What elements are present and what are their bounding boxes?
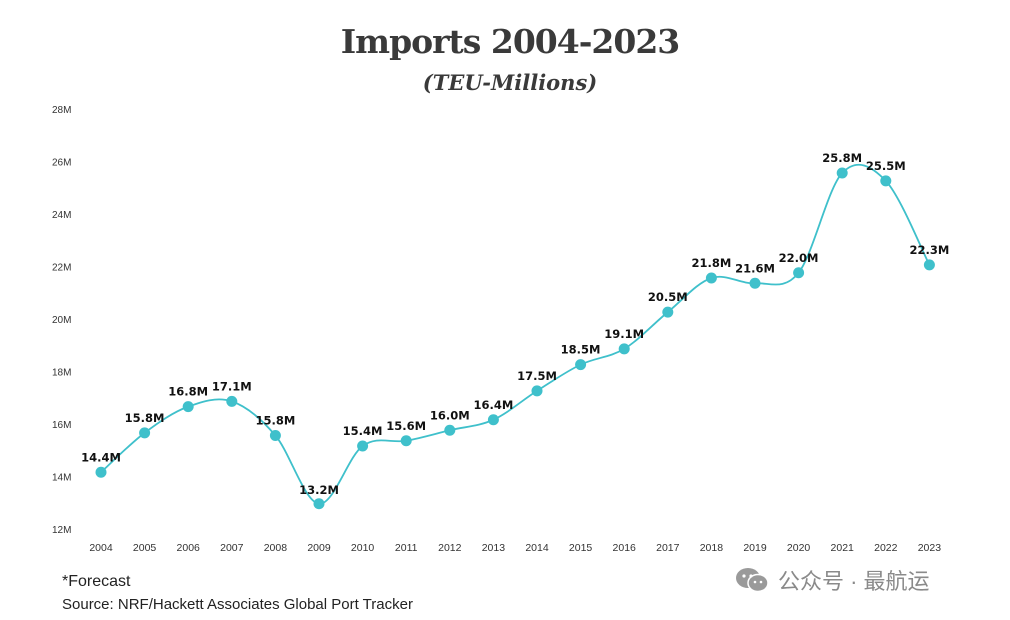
y-tick-label: 16M bbox=[52, 420, 71, 431]
x-tick-label: 2023 bbox=[918, 542, 942, 554]
x-tick-label: 2019 bbox=[743, 542, 767, 554]
data-label: 20.5M bbox=[648, 290, 688, 304]
x-tick-label: 2015 bbox=[569, 542, 593, 554]
chart-title: Imports 2004-2023 bbox=[340, 22, 681, 61]
data-label: 25.8M bbox=[822, 151, 862, 165]
data-point bbox=[357, 440, 369, 452]
data-point bbox=[793, 267, 805, 279]
chart-subtitle: (TEU-Millions) bbox=[422, 70, 598, 95]
data-point bbox=[531, 385, 543, 397]
data-point bbox=[923, 259, 935, 271]
y-tick-label: 14M bbox=[52, 473, 71, 484]
y-tick-label: 26M bbox=[52, 158, 71, 169]
data-point bbox=[618, 343, 630, 355]
data-point bbox=[269, 430, 281, 441]
data-label: 21.6M bbox=[735, 261, 775, 275]
forecast-footnote: *Forecast bbox=[62, 573, 131, 590]
data-label: 13.2M bbox=[299, 483, 339, 497]
data-point bbox=[444, 424, 456, 436]
x-tick-label: 2022 bbox=[874, 542, 898, 554]
data-point bbox=[749, 277, 761, 289]
data-label: 19.1M bbox=[604, 327, 644, 341]
x-tick-label: 2020 bbox=[787, 542, 811, 554]
watermark-text: 公众号 · 最航运 bbox=[778, 569, 930, 594]
x-tick-label: 2012 bbox=[438, 542, 462, 554]
data-point bbox=[880, 175, 892, 187]
data-label: 16.4M bbox=[473, 398, 513, 412]
x-tick-label: 2016 bbox=[613, 542, 637, 554]
data-point bbox=[313, 498, 325, 510]
data-label: 21.8M bbox=[691, 256, 731, 270]
x-tick-label: 2006 bbox=[177, 542, 201, 554]
data-label: 22.3M bbox=[909, 243, 949, 257]
source-note: Source: NRF/Hackett Associates Global Po… bbox=[62, 596, 413, 613]
data-point bbox=[95, 466, 107, 478]
x-tick-label: 2004 bbox=[89, 542, 113, 554]
x-tick-label: 2021 bbox=[831, 542, 855, 554]
x-tick-label: 2018 bbox=[700, 542, 724, 554]
data-point bbox=[836, 167, 848, 179]
data-point bbox=[575, 359, 587, 371]
data-label: 14.4M bbox=[81, 450, 121, 464]
data-point bbox=[487, 414, 499, 426]
x-tick-label: 2010 bbox=[351, 542, 375, 554]
data-label: 15.8M bbox=[255, 414, 295, 428]
data-label: 16.0M bbox=[430, 408, 470, 422]
data-point bbox=[705, 272, 717, 284]
data-label: 22.0M bbox=[779, 251, 819, 265]
y-tick-label: 22M bbox=[52, 263, 71, 274]
data-point bbox=[400, 435, 412, 447]
data-label: 15.8M bbox=[125, 411, 165, 425]
x-tick-label: 2009 bbox=[307, 542, 331, 554]
data-label: 15.4M bbox=[343, 424, 383, 438]
x-tick-label: 2017 bbox=[656, 542, 680, 554]
watermark: 公众号 · 最航运 bbox=[734, 564, 930, 596]
x-tick-label: 2013 bbox=[482, 542, 506, 554]
data-point bbox=[226, 395, 238, 407]
data-label: 16.8M bbox=[168, 385, 208, 399]
y-tick-label: 28M bbox=[52, 105, 71, 116]
data-label: 15.6M bbox=[386, 419, 426, 433]
x-tick-label: 2008 bbox=[264, 542, 288, 554]
x-tick-label: 2011 bbox=[395, 542, 418, 554]
y-tick-label: 18M bbox=[52, 368, 71, 379]
series-line bbox=[100, 163, 931, 505]
wechat-icon bbox=[736, 568, 769, 593]
x-tick-label: 2007 bbox=[220, 542, 244, 554]
data-label: 25.5M bbox=[866, 159, 906, 173]
data-label: 17.1M bbox=[212, 379, 252, 393]
y-tick-label: 12M bbox=[52, 525, 71, 536]
data-point bbox=[182, 401, 194, 413]
y-tick-label: 20M bbox=[52, 315, 71, 326]
x-tick-label: 2014 bbox=[525, 542, 549, 554]
data-label: 17.5M bbox=[517, 369, 557, 383]
data-point bbox=[139, 427, 151, 439]
x-tick-label: 2005 bbox=[133, 542, 157, 554]
y-tick-label: 24M bbox=[52, 210, 71, 221]
data-label: 18.5M bbox=[561, 343, 601, 357]
data-point bbox=[662, 306, 674, 318]
